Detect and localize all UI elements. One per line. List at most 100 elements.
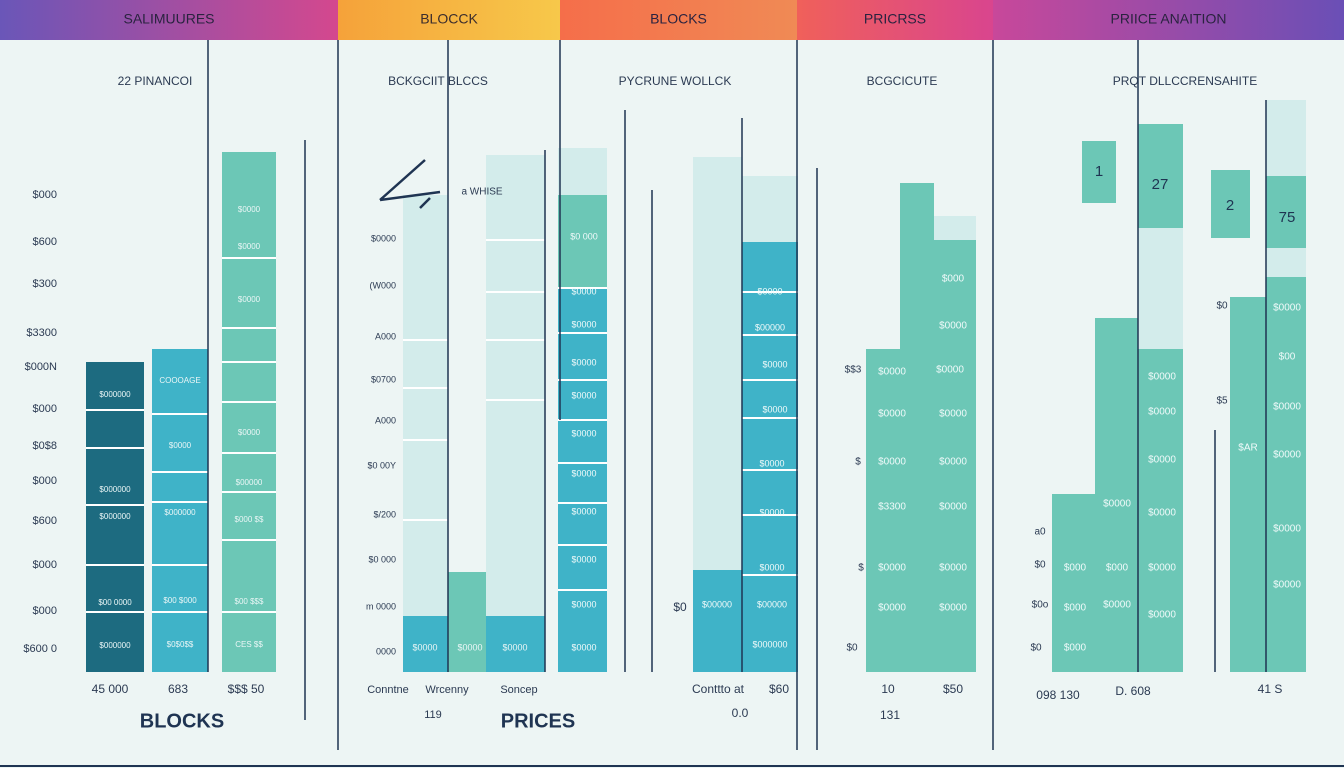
label: $000000	[99, 485, 131, 494]
label: $0000	[1148, 508, 1176, 519]
label: 0000	[376, 646, 396, 656]
bar-shape	[486, 155, 545, 672]
bar-shape	[486, 616, 545, 672]
label: $$3	[845, 365, 862, 376]
bar-shape	[742, 176, 798, 242]
label: $0 000	[570, 231, 598, 241]
label: 41 S	[1258, 682, 1283, 696]
header-tab	[338, 0, 560, 40]
bar-shape	[1138, 349, 1183, 672]
bar-shape	[1095, 318, 1138, 672]
label: COOOAGE	[159, 376, 200, 385]
label: $0	[1030, 643, 1042, 654]
label: A000	[375, 415, 396, 425]
label: $0000	[1273, 303, 1301, 314]
label: 119	[424, 709, 442, 721]
label: $0000	[1148, 455, 1176, 466]
label: $000	[33, 605, 57, 617]
label: A000	[375, 331, 396, 341]
label: $0000	[571, 599, 596, 609]
bar-shape	[1138, 228, 1183, 349]
label: $600	[33, 515, 57, 527]
label: $00000	[236, 478, 263, 487]
label: $0000	[169, 441, 192, 450]
label: CES $$	[235, 640, 263, 649]
label: $0000	[762, 404, 787, 414]
label: $5	[1216, 396, 1228, 407]
label: $0000	[571, 390, 596, 400]
label: $0000	[1148, 610, 1176, 621]
label: $	[858, 563, 864, 574]
label: $0000	[238, 428, 261, 437]
bar-shape	[558, 195, 607, 288]
label: $0000	[571, 468, 596, 478]
label: $000000	[99, 390, 131, 399]
label: $00000	[702, 599, 732, 609]
label: $0000	[939, 321, 967, 332]
label: $3300	[878, 502, 906, 513]
label: $0000	[238, 242, 261, 251]
label: $000	[1064, 603, 1087, 614]
label: $0000	[238, 205, 261, 214]
label: $0000	[762, 359, 787, 369]
label: $000	[33, 559, 57, 571]
label: $0000	[1103, 600, 1131, 611]
label: $0700	[371, 374, 396, 384]
label: $000000	[752, 639, 787, 649]
label: $0000	[238, 295, 261, 304]
label: $0000	[571, 286, 596, 296]
label: Conttto at	[692, 682, 745, 696]
label: $0000	[571, 554, 596, 564]
label: $0000	[412, 642, 437, 652]
label: $300	[33, 278, 57, 290]
label: $000	[1064, 643, 1087, 654]
header-tab-label: PRICRSS	[864, 11, 926, 27]
label: $$$ 50	[228, 682, 265, 696]
bar-shape	[1052, 494, 1095, 672]
label: $0000	[371, 233, 396, 243]
label: $0000	[1273, 402, 1301, 413]
label: $000 $$	[235, 515, 264, 524]
label: $00	[1279, 352, 1296, 363]
label: $0000	[502, 642, 527, 652]
bar-shape	[403, 195, 448, 672]
label: $0 000	[368, 554, 396, 564]
header-tab-label: PRIICE ANAITION	[1111, 11, 1227, 27]
header-tab-label: BLOCKS	[650, 11, 707, 27]
label: 098 130	[1036, 688, 1080, 702]
label: $00000	[755, 322, 785, 332]
label: m 0000	[366, 601, 396, 611]
label: $000	[1106, 563, 1129, 574]
label: Soncep	[500, 684, 537, 696]
label: $000	[942, 274, 965, 285]
label: $0000	[939, 502, 967, 513]
label: $00000	[757, 599, 787, 609]
bar-shape	[693, 157, 742, 570]
label: $0000	[1273, 580, 1301, 591]
label: $0000	[878, 603, 906, 614]
label: $3300	[26, 327, 57, 339]
label: $0000	[571, 428, 596, 438]
label: $0000	[571, 642, 596, 652]
label: a WHISE	[461, 187, 502, 198]
header-tab-label: BLOCCK	[420, 11, 478, 27]
label: $0000	[1273, 524, 1301, 535]
bar-shape	[222, 152, 276, 672]
label: $00 0000	[98, 598, 132, 607]
header-tab	[560, 0, 797, 40]
label: PYCRUNE WOLLCK	[619, 74, 732, 88]
bar-shape	[1266, 176, 1306, 248]
label: $000	[1064, 563, 1087, 574]
header-tab	[797, 0, 993, 40]
label: $0000	[1148, 407, 1176, 418]
label: $0000	[759, 458, 784, 468]
label: $0000	[759, 507, 784, 517]
label: BLOCKS	[140, 710, 224, 732]
label: $0000	[457, 642, 482, 652]
label: $600	[33, 236, 57, 248]
bar-shape	[1082, 141, 1116, 203]
label: $0000	[1103, 499, 1131, 510]
label: $0	[1034, 560, 1046, 571]
label: $0000	[939, 457, 967, 468]
